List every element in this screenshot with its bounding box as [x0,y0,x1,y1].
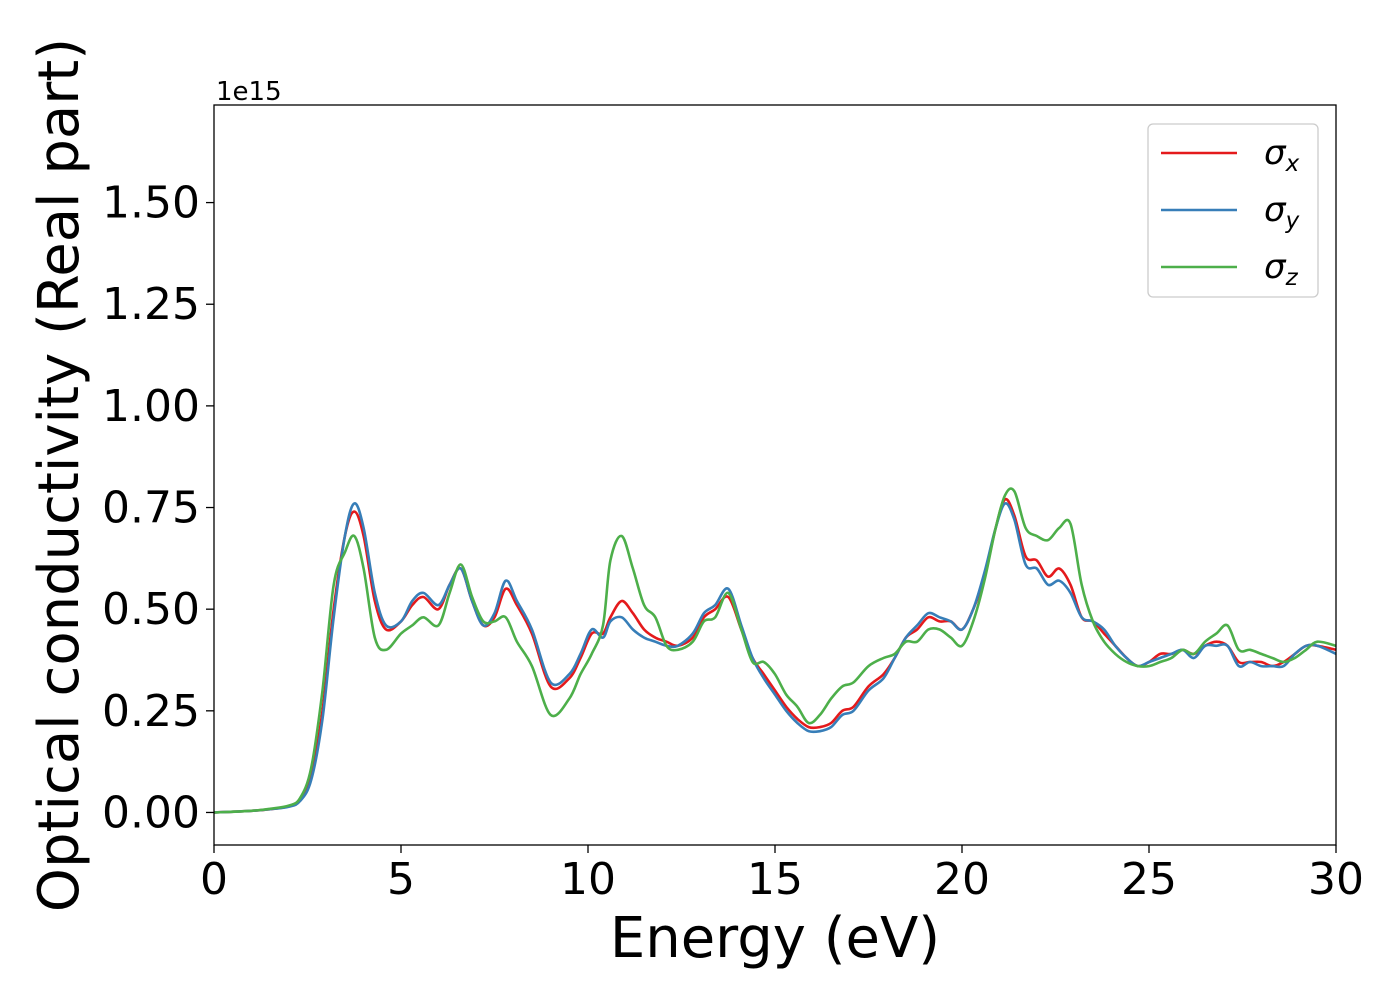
y-axis-title: Optical conductivity (Real part) [27,38,92,912]
y-tick-label: 0.50 [102,584,200,635]
series-line-y [213,502,1337,814]
y-tick-label: 1.00 [102,381,200,432]
x-tick-label: 0 [200,854,228,905]
x-tick-label: 5 [387,854,415,905]
x-tick-label: 25 [1121,854,1177,905]
legend: σx σy σz [1147,123,1319,298]
x-tick-label: 10 [560,854,616,905]
y-axis-offset-label: 1e15 [216,77,282,107]
y-tick-label: 0.25 [102,686,200,737]
series-lines [213,487,1337,814]
series-line-x [213,497,1337,814]
y-tick-label: 1.25 [102,279,200,330]
y-axis: 0.00 0.25 0.50 0.75 1.00 1.25 1.50 [102,178,214,838]
series-line-z [213,487,1337,814]
x-tick-label: 20 [934,854,990,905]
y-tick-label: 1.50 [102,178,200,229]
x-axis: 0 5 10 15 20 25 30 [200,845,1364,905]
legend-label-z: σz [1264,247,1299,291]
x-tick-label: 30 [1308,854,1364,905]
x-tick-label: 15 [747,854,803,905]
legend-label-x: σx [1264,133,1300,177]
x-axis-title: Energy (eV) [610,906,940,971]
legend-label-y: σy [1264,190,1300,234]
y-tick-label: 0.00 [102,787,200,838]
y-tick-label: 0.75 [102,483,200,534]
